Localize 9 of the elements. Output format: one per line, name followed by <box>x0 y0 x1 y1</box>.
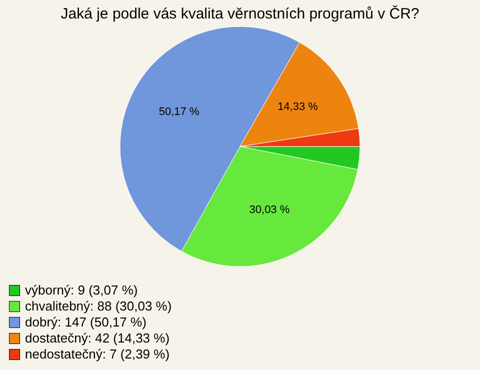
legend-label: dostatečný: 42 (14,33 %) <box>25 330 170 346</box>
chart-title: Jaká je podle vás kvalita věrnostních programů v ČR? <box>60 4 420 22</box>
legend-label: chvalitebný: 88 (30,03 %) <box>25 298 172 314</box>
legend-label: dobrý: 147 (50,17 %) <box>25 314 146 330</box>
legend-label: nedostatečný: 7 (2,39 %) <box>25 346 170 362</box>
data-label: 50,17 % <box>158 106 200 118</box>
data-label: 14,33 % <box>278 100 318 113</box>
data-label: 30,03 % <box>249 204 290 216</box>
legend-label: výborný: 9 (3,07 %) <box>25 282 138 298</box>
